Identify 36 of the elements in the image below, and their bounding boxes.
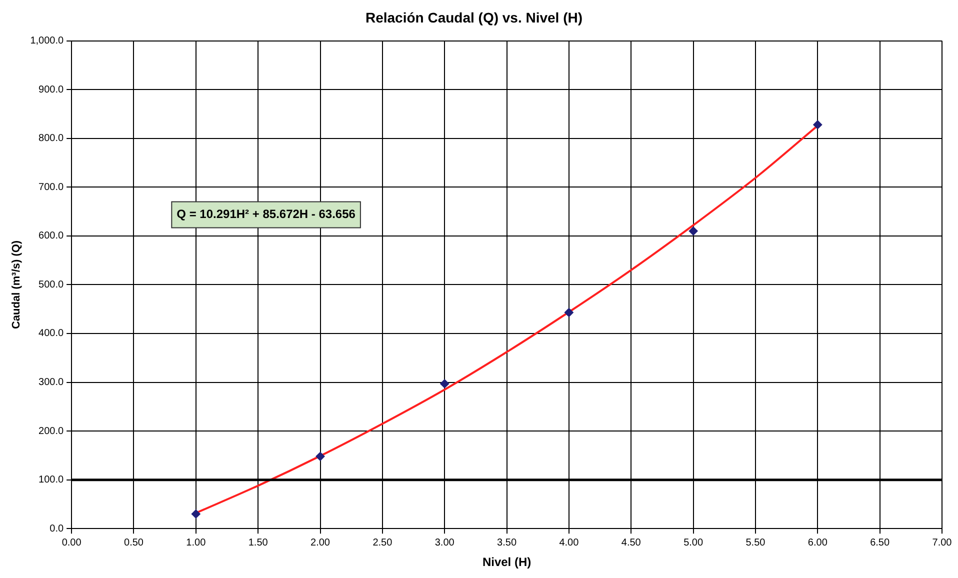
y-tick-label: 600.0 xyxy=(38,230,64,242)
y-tick-label: 300.0 xyxy=(38,377,64,388)
y-tick-label: 200.0 xyxy=(38,426,64,437)
x-tick-label: 3.50 xyxy=(497,537,517,548)
y-tick-label: 400.0 xyxy=(38,328,64,340)
y-tick-label: 800.0 xyxy=(38,133,64,144)
y-tick-label: 900.0 xyxy=(38,84,64,96)
x-tick-label: 2.00 xyxy=(310,537,330,548)
x-tick-label: 0.00 xyxy=(62,537,82,548)
x-tick-label: 0.50 xyxy=(124,537,144,548)
x-tick-label: 4.00 xyxy=(559,537,580,548)
y-tick-label: 500.0 xyxy=(38,279,64,290)
x-tick-label: 1.00 xyxy=(186,537,206,548)
x-axis-title: Nivel (H) xyxy=(482,555,532,570)
y-tick-label: 100.0 xyxy=(38,474,64,486)
x-tick-label: 4.50 xyxy=(621,537,642,548)
y-tick-label: 700.0 xyxy=(38,182,64,193)
point xyxy=(564,308,574,318)
point xyxy=(688,226,698,236)
chart-title: Relación Caudal (Q) vs. Nivel (H) xyxy=(365,9,583,26)
point xyxy=(191,509,200,518)
x-tick-label: 5.50 xyxy=(746,537,766,548)
y-axis-title: Caudal (m³/s) (Q) xyxy=(10,240,23,330)
point xyxy=(316,452,325,461)
y-tick-label: 0.0 xyxy=(50,523,64,534)
x-tick-label: 5.00 xyxy=(684,537,704,548)
x-tick-label: 2.50 xyxy=(372,537,393,548)
x-tick-label: 1.50 xyxy=(248,537,268,548)
annotation: Q = 10.291H² + 85.672H - 63.656 xyxy=(176,207,356,222)
y-tick-label: 1,000.0 xyxy=(30,36,64,47)
point xyxy=(813,120,822,130)
x-tick-label: 6.50 xyxy=(870,537,890,548)
x-tick-label: 6.00 xyxy=(808,537,828,548)
point xyxy=(440,379,450,388)
x-tick-label: 3.00 xyxy=(434,537,455,548)
x-tick-label: 7.00 xyxy=(932,537,952,548)
